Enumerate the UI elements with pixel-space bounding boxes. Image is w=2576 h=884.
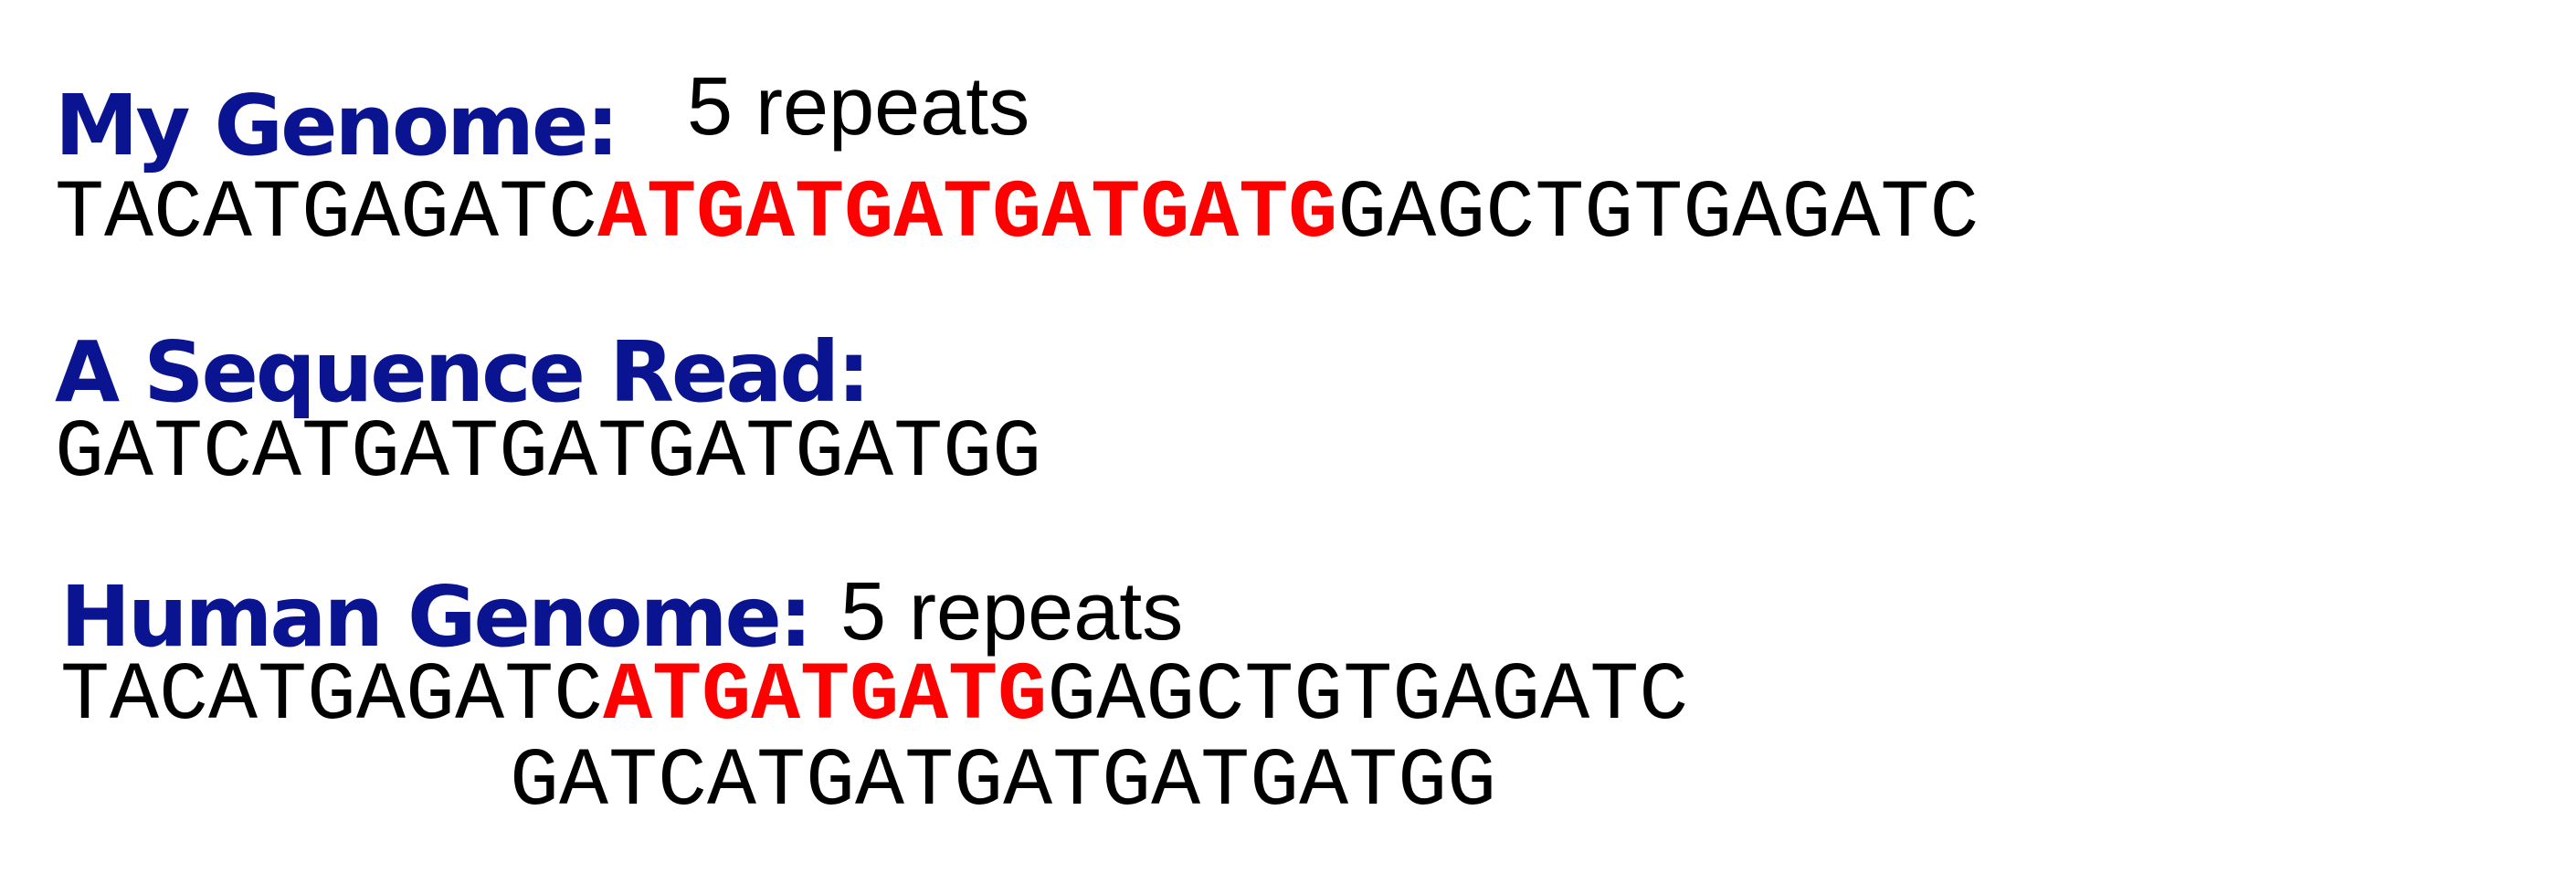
human-genome-prefix: TACATGAGATC [60, 650, 604, 743]
my-genome-prefix: TACATGAGATC [55, 168, 598, 261]
my-genome-suffix: GAGCTGTGAGATC [1337, 168, 1980, 261]
my-genome-repeat-count: 5 repeats [687, 61, 1030, 153]
human-genome-suffix: GAGCTGTGAGATC [1047, 650, 1689, 743]
my-genome-sequence: TACATGAGATCATGATGATGATGATGGAGCTGTGAGATC [55, 174, 1979, 256]
human-genome-sequence: TACATGAGATCATGATGATGGAGCTGTGAGATC [60, 656, 1688, 738]
human-genome-repeat-region: ATGATGATG [603, 650, 1048, 743]
human-genome-label: Human Genome: [60, 568, 813, 666]
human-genome-repeat-count: 5 repeats [840, 566, 1184, 658]
sequence-read-label: A Sequence Read: [55, 323, 871, 421]
my-genome-repeat-region: ATGATGATGATGATG [597, 168, 1338, 261]
sequence-read: GATCATGATGATGATGATGG [55, 407, 1042, 500]
aligned-sequence-read: GATCATGATGATGATGATGG [510, 736, 1497, 829]
my-genome-label: My Genome: [55, 77, 619, 174]
